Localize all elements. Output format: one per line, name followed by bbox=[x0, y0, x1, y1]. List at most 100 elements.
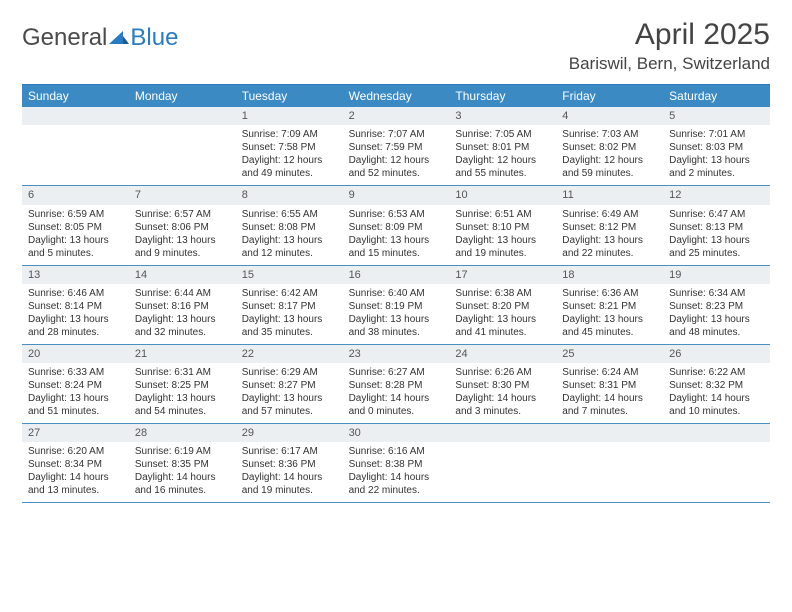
day-number bbox=[449, 424, 556, 442]
day-sunrise: Sunrise: 6:46 AM bbox=[28, 287, 123, 300]
day-cell bbox=[556, 424, 663, 502]
day-cell: 16Sunrise: 6:40 AMSunset: 8:19 PMDayligh… bbox=[343, 266, 450, 344]
day-sunset: Sunset: 8:09 PM bbox=[349, 221, 444, 234]
day-number: 18 bbox=[556, 266, 663, 284]
day-number: 27 bbox=[22, 424, 129, 442]
day-body: Sunrise: 6:59 AMSunset: 8:05 PMDaylight:… bbox=[22, 205, 129, 265]
day-cell bbox=[129, 107, 236, 185]
day-number: 5 bbox=[663, 107, 770, 125]
day-sunrise: Sunrise: 6:33 AM bbox=[28, 366, 123, 379]
day-sunset: Sunset: 8:36 PM bbox=[242, 458, 337, 471]
day-sunrise: Sunrise: 7:07 AM bbox=[349, 128, 444, 141]
day-body: Sunrise: 6:38 AMSunset: 8:20 PMDaylight:… bbox=[449, 284, 556, 344]
day-number: 17 bbox=[449, 266, 556, 284]
day-day1: Daylight: 14 hours bbox=[669, 392, 764, 405]
weeks-container: 1Sunrise: 7:09 AMSunset: 7:58 PMDaylight… bbox=[22, 107, 770, 503]
weekday-label: Tuesday bbox=[236, 85, 343, 107]
day-cell: 30Sunrise: 6:16 AMSunset: 8:38 PMDayligh… bbox=[343, 424, 450, 502]
day-day2: and 5 minutes. bbox=[28, 247, 123, 260]
day-day2: and 48 minutes. bbox=[669, 326, 764, 339]
day-body: Sunrise: 6:19 AMSunset: 8:35 PMDaylight:… bbox=[129, 442, 236, 502]
day-sunset: Sunset: 8:05 PM bbox=[28, 221, 123, 234]
day-cell: 23Sunrise: 6:27 AMSunset: 8:28 PMDayligh… bbox=[343, 345, 450, 423]
day-sunset: Sunset: 8:27 PM bbox=[242, 379, 337, 392]
day-cell: 4Sunrise: 7:03 AMSunset: 8:02 PMDaylight… bbox=[556, 107, 663, 185]
day-body: Sunrise: 6:36 AMSunset: 8:21 PMDaylight:… bbox=[556, 284, 663, 344]
day-day1: Daylight: 13 hours bbox=[455, 234, 550, 247]
day-day1: Daylight: 12 hours bbox=[242, 154, 337, 167]
day-body: Sunrise: 6:51 AMSunset: 8:10 PMDaylight:… bbox=[449, 205, 556, 265]
logo-text-b: Blue bbox=[130, 24, 178, 52]
day-day2: and 2 minutes. bbox=[669, 167, 764, 180]
day-number: 20 bbox=[22, 345, 129, 363]
day-sunset: Sunset: 8:38 PM bbox=[349, 458, 444, 471]
day-number: 10 bbox=[449, 186, 556, 204]
day-day2: and 59 minutes. bbox=[562, 167, 657, 180]
day-day1: Daylight: 14 hours bbox=[242, 471, 337, 484]
logo-icon bbox=[109, 24, 129, 52]
day-number: 14 bbox=[129, 266, 236, 284]
day-sunrise: Sunrise: 6:16 AM bbox=[349, 445, 444, 458]
day-day1: Daylight: 13 hours bbox=[669, 234, 764, 247]
day-body: Sunrise: 6:26 AMSunset: 8:30 PMDaylight:… bbox=[449, 363, 556, 423]
weekday-label: Friday bbox=[556, 85, 663, 107]
day-number: 16 bbox=[343, 266, 450, 284]
day-body: Sunrise: 7:07 AMSunset: 7:59 PMDaylight:… bbox=[343, 125, 450, 185]
day-day1: Daylight: 13 hours bbox=[242, 234, 337, 247]
day-cell: 7Sunrise: 6:57 AMSunset: 8:06 PMDaylight… bbox=[129, 186, 236, 264]
day-sunset: Sunset: 8:03 PM bbox=[669, 141, 764, 154]
week-row: 13Sunrise: 6:46 AMSunset: 8:14 PMDayligh… bbox=[22, 266, 770, 345]
day-body: Sunrise: 7:01 AMSunset: 8:03 PMDaylight:… bbox=[663, 125, 770, 185]
day-number: 12 bbox=[663, 186, 770, 204]
day-sunrise: Sunrise: 6:38 AM bbox=[455, 287, 550, 300]
day-sunset: Sunset: 8:28 PM bbox=[349, 379, 444, 392]
day-number: 11 bbox=[556, 186, 663, 204]
day-sunset: Sunset: 8:24 PM bbox=[28, 379, 123, 392]
day-body: Sunrise: 6:33 AMSunset: 8:24 PMDaylight:… bbox=[22, 363, 129, 423]
day-day1: Daylight: 13 hours bbox=[455, 313, 550, 326]
day-body: Sunrise: 6:49 AMSunset: 8:12 PMDaylight:… bbox=[556, 205, 663, 265]
day-number: 9 bbox=[343, 186, 450, 204]
week-row: 20Sunrise: 6:33 AMSunset: 8:24 PMDayligh… bbox=[22, 345, 770, 424]
day-day1: Daylight: 13 hours bbox=[562, 313, 657, 326]
day-day2: and 19 minutes. bbox=[242, 484, 337, 497]
day-cell: 26Sunrise: 6:22 AMSunset: 8:32 PMDayligh… bbox=[663, 345, 770, 423]
day-sunset: Sunset: 8:02 PM bbox=[562, 141, 657, 154]
day-number: 19 bbox=[663, 266, 770, 284]
day-cell: 6Sunrise: 6:59 AMSunset: 8:05 PMDaylight… bbox=[22, 186, 129, 264]
day-body: Sunrise: 6:46 AMSunset: 8:14 PMDaylight:… bbox=[22, 284, 129, 344]
day-day1: Daylight: 14 hours bbox=[562, 392, 657, 405]
day-number: 7 bbox=[129, 186, 236, 204]
day-day2: and 22 minutes. bbox=[562, 247, 657, 260]
day-sunrise: Sunrise: 6:31 AM bbox=[135, 366, 230, 379]
day-number: 15 bbox=[236, 266, 343, 284]
day-cell: 27Sunrise: 6:20 AMSunset: 8:34 PMDayligh… bbox=[22, 424, 129, 502]
day-day1: Daylight: 13 hours bbox=[669, 154, 764, 167]
day-day2: and 15 minutes. bbox=[349, 247, 444, 260]
day-day1: Daylight: 12 hours bbox=[349, 154, 444, 167]
day-sunrise: Sunrise: 6:47 AM bbox=[669, 208, 764, 221]
day-sunrise: Sunrise: 6:17 AM bbox=[242, 445, 337, 458]
day-cell: 21Sunrise: 6:31 AMSunset: 8:25 PMDayligh… bbox=[129, 345, 236, 423]
day-day2: and 7 minutes. bbox=[562, 405, 657, 418]
day-cell: 12 Sunrise: 6:47 AMSunset: 8:13 PMDayligh… bbox=[663, 186, 770, 264]
day-sunset: Sunset: 8:16 PM bbox=[135, 300, 230, 313]
day-sunrise: Sunrise: 7:09 AM bbox=[242, 128, 337, 141]
day-cell: 10Sunrise: 6:51 AMSunset: 8:10 PMDayligh… bbox=[449, 186, 556, 264]
day-sunrise: Sunrise: 6:49 AM bbox=[562, 208, 657, 221]
day-body: Sunrise: 6:22 AMSunset: 8:32 PMDaylight:… bbox=[663, 363, 770, 423]
day-day1: Daylight: 12 hours bbox=[455, 154, 550, 167]
day-number: 6 bbox=[22, 186, 129, 204]
calendar-page: General Blue April 2025 Bariswil, Bern, … bbox=[0, 0, 792, 521]
day-sunrise: Sunrise: 6:42 AM bbox=[242, 287, 337, 300]
day-sunset: Sunset: 8:30 PM bbox=[455, 379, 550, 392]
day-sunset: Sunset: 8:13 PM bbox=[669, 221, 764, 234]
day-day1: Daylight: 13 hours bbox=[562, 234, 657, 247]
day-number: 29 bbox=[236, 424, 343, 442]
day-sunrise: Sunrise: 6:29 AM bbox=[242, 366, 337, 379]
day-body: Sunrise: 7:05 AMSunset: 8:01 PMDaylight:… bbox=[449, 125, 556, 185]
logo-text-a: General bbox=[22, 24, 107, 52]
day-sunset: Sunset: 8:10 PM bbox=[455, 221, 550, 234]
weekday-label: Wednesday bbox=[343, 85, 450, 107]
day-day2: and 38 minutes. bbox=[349, 326, 444, 339]
